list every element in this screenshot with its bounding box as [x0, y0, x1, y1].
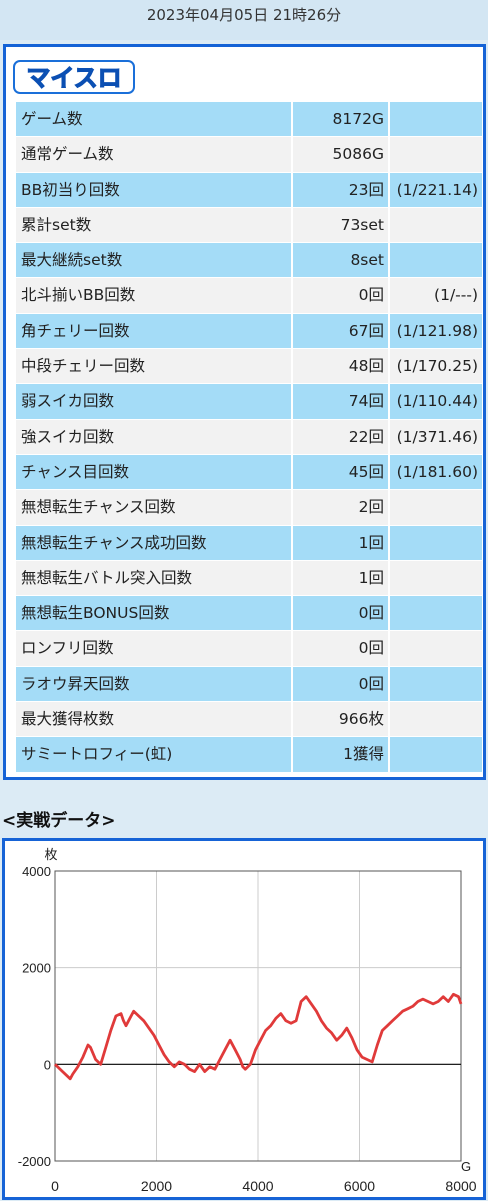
- stats-value: 67回: [291, 313, 388, 350]
- stats-row: 最大継続set数 8set: [16, 243, 482, 279]
- stats-row: ゲーム数 8172G: [16, 102, 482, 138]
- stats-row: 無想転生チャンス成功回数 1回: [16, 525, 482, 561]
- plot-frame: [54, 870, 462, 1162]
- stats-value: 5086G: [291, 137, 388, 173]
- stats-value: 0回: [291, 631, 388, 667]
- stats-label: BB初当り回数: [16, 172, 291, 208]
- stats-row: 北斗揃いBB回数 0回 (1/---): [16, 278, 482, 314]
- stats-label: 無想転生チャンス成功回数: [16, 525, 291, 561]
- y-tick-label: 4000: [22, 864, 51, 879]
- stats-row: 無想転生チャンス回数 2回: [16, 490, 482, 526]
- stats-rate: [388, 560, 482, 597]
- stats-rate: [388, 490, 482, 526]
- stats-rate: (1/170.25): [388, 349, 482, 385]
- stats-rate: [388, 207, 482, 244]
- stats-row: 通常ゲーム数 5086G: [16, 137, 482, 173]
- x-tick-label: 2000: [141, 1178, 172, 1194]
- stats-label: 角チェリー回数: [16, 313, 291, 350]
- stats-row: ラオウ昇天回数 0回: [16, 666, 482, 703]
- stats-label: 最大継続set数: [16, 243, 291, 279]
- stats-value: 0回: [291, 278, 388, 314]
- y-axis-unit: 枚: [44, 848, 57, 863]
- stats-value: 966枚: [291, 702, 388, 738]
- stats-label: ロンフリ回数: [16, 631, 291, 667]
- stats-row: チャンス目回数 45回 (1/181.60): [16, 454, 482, 491]
- stats-value: 23回: [291, 172, 388, 208]
- stats-label: 通常ゲーム数: [16, 137, 291, 173]
- x-tick-label: 0: [51, 1178, 59, 1194]
- x-axis-unit: G: [461, 1159, 471, 1174]
- stats-row: ロンフリ回数 0回: [16, 631, 482, 667]
- stats-rate: (1/221.14): [388, 172, 482, 208]
- stats-value: 73set: [291, 207, 388, 244]
- series-line: [54, 992, 463, 1081]
- stats-rate: (1/121.98): [388, 313, 482, 350]
- stats-row: 無想転生バトル突入回数 1回: [16, 560, 482, 597]
- stats-value: 1獲得: [291, 737, 388, 773]
- stats-label: 弱スイカ回数: [16, 384, 291, 420]
- stats-value: 45回: [291, 454, 388, 491]
- stats-table: ゲーム数 8172G 通常ゲーム数 5086G BB初当り回数 23回 (1/221.14)…: [16, 102, 482, 773]
- x-tick-label: 8000: [445, 1178, 476, 1194]
- stats-rate: [388, 737, 482, 773]
- stats-rate: [388, 525, 482, 561]
- stats-value: 8172G: [291, 102, 388, 138]
- section-title: <実戦データ>: [2, 811, 116, 831]
- stats-row: 無想転生BONUS回数 0回: [16, 596, 482, 632]
- x-tick-label: 6000: [344, 1178, 375, 1194]
- stats-row: サミートロフィー(虹) 1獲得: [16, 737, 482, 773]
- stats-rate: [388, 243, 482, 279]
- stats-row: 最大獲得枚数 966枚: [16, 702, 482, 738]
- y-tick-label: 0: [44, 1057, 51, 1072]
- x-tick-label: 4000: [242, 1178, 273, 1194]
- y-tick-label: -2000: [18, 1154, 51, 1169]
- stats-label: サミートロフィー(虹): [16, 737, 291, 773]
- stats-value: 48回: [291, 349, 388, 385]
- datetime-bar: 2023年04月05日 21時26分: [0, 0, 488, 40]
- datetime-text: 2023年04月05日 21時26分: [146, 6, 342, 24]
- stats-label: ラオウ昇天回数: [16, 666, 291, 703]
- stats-label: チャンス目回数: [16, 454, 291, 491]
- mysulo-logo: マイスロ: [13, 60, 135, 94]
- stats-label: 累計set数: [16, 207, 291, 244]
- stats-value: 74回: [291, 384, 388, 420]
- stats-rate: (1/371.46): [388, 419, 482, 455]
- stats-rate: [388, 631, 482, 667]
- stats-label: 無想転生バトル突入回数: [16, 560, 291, 597]
- stats-label: 最大獲得枚数: [16, 702, 291, 738]
- stats-label: 無想転生チャンス回数: [16, 490, 291, 526]
- stats-value: 2回: [291, 490, 388, 526]
- stats-rate: [388, 702, 482, 738]
- stats-row: 累計set数 73set: [16, 207, 482, 244]
- y-tick-label: 2000: [22, 961, 51, 976]
- stats-row: 角チェリー回数 67回 (1/121.98): [16, 313, 482, 350]
- mysulo-panel: マイスロ ゲーム数 8172G 通常ゲーム数 5086G BB初当り回数 23回 (1/22…: [3, 44, 486, 780]
- stats-value: 0回: [291, 666, 388, 703]
- stats-row: 強スイカ回数 22回 (1/371.46): [16, 419, 482, 455]
- stats-label: ゲーム数: [16, 102, 291, 138]
- logo-text: マイスロ: [26, 65, 121, 92]
- stats-row: BB初当り回数 23回 (1/221.14): [16, 172, 482, 208]
- stats-value: 0回: [291, 596, 388, 632]
- stats-label: 中段チェリー回数: [16, 349, 291, 385]
- stats-value: 1回: [291, 560, 388, 597]
- stats-value: 1回: [291, 525, 388, 561]
- stats-label: 強スイカ回数: [16, 419, 291, 455]
- stats-row: 中段チェリー回数 48回 (1/170.25): [16, 349, 482, 385]
- stats-row: 弱スイカ回数 74回 (1/110.44): [16, 384, 482, 420]
- stats-value: 22回: [291, 419, 388, 455]
- stats-rate: (1/110.44): [388, 384, 482, 420]
- stats-label: 無想転生BONUS回数: [16, 596, 291, 632]
- stats-rate: (1/181.60): [388, 454, 482, 491]
- stats-rate: (1/---): [388, 278, 482, 314]
- stats-label: 北斗揃いBB回数: [16, 278, 291, 314]
- stats-rate: [388, 596, 482, 632]
- stats-value: 8set: [291, 243, 388, 279]
- stats-rate: [388, 137, 482, 173]
- stats-rate: [388, 666, 482, 703]
- stats-rate: [388, 102, 482, 138]
- chart-container: 4000 2000 0 -2000 0 2000 4000 6000 8000 枚 G: [2, 838, 486, 1200]
